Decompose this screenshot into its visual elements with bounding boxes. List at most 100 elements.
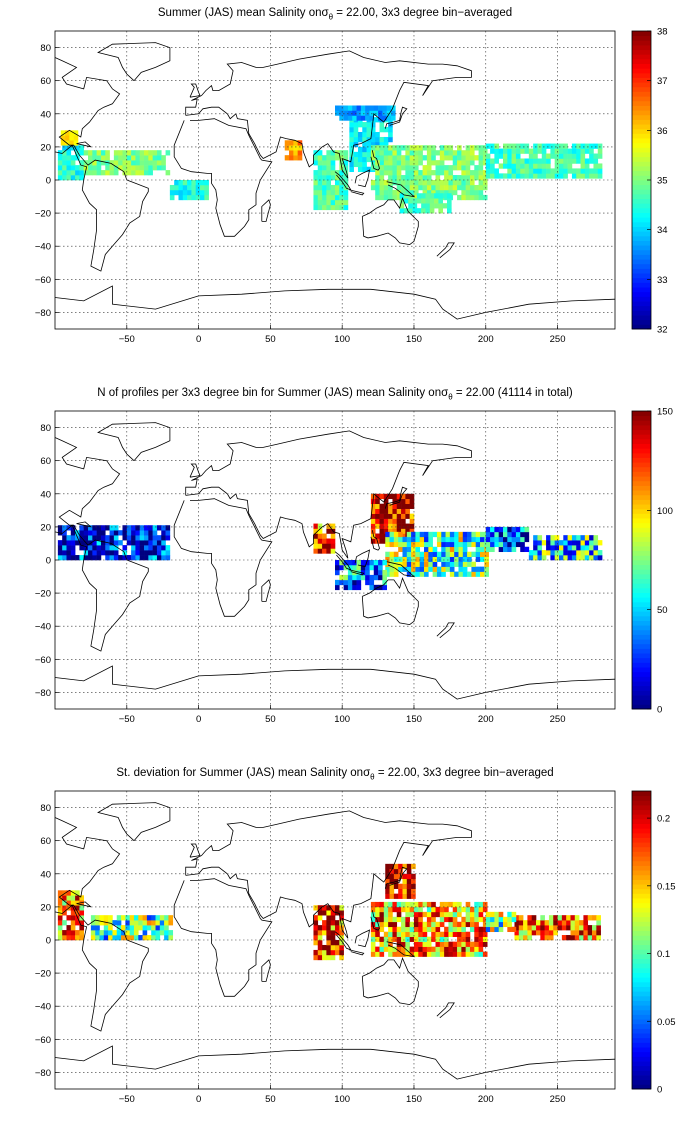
data-cell [382,579,387,586]
data-cell [435,921,441,928]
data-cell [461,926,466,933]
data-cell [442,193,448,199]
data-cell [597,143,603,149]
data-cell [465,916,471,923]
data-cell [411,883,416,889]
data-cell [313,920,319,926]
data-cell [370,538,376,544]
data-cell [553,920,558,926]
data-cell [129,915,135,921]
data-cell [96,550,102,556]
data-cell [474,931,479,937]
data-cell [379,508,385,514]
data-cell [444,916,449,923]
data-cell [490,526,495,533]
data-cell [435,150,441,156]
data-cell [439,906,445,913]
data-cell [478,184,484,191]
colorbar-segment [632,1009,651,1015]
data-cell [574,915,580,921]
data-cell [422,175,428,181]
data-cell [580,148,586,154]
data-cell [343,110,349,116]
data-cell [349,146,354,153]
data-cell [293,155,298,161]
coastline [54,665,616,700]
data-cell [571,143,577,149]
data-cell [365,564,370,571]
colorbar-segment [632,569,651,575]
data-cell [75,910,80,916]
data-cell [533,163,538,169]
data-cell [537,550,543,556]
y-tick-label: −40 [35,622,51,633]
data-cell [317,543,323,549]
data-cell [439,936,445,942]
data-cell [550,168,555,174]
colorbar-segment [632,1047,651,1053]
data-cell [370,180,376,186]
data-cell [515,173,521,179]
data-cell [536,920,541,926]
data-cell [507,153,512,159]
data-cell [313,194,319,201]
data-cell [478,145,484,151]
data-cell [135,525,141,531]
data-cell [448,921,454,928]
colorbar-segment [632,592,651,598]
data-cell [490,541,495,548]
data-cell [563,148,568,154]
data-cell [527,915,533,921]
data-cell [99,935,105,941]
data-cell [393,863,399,870]
data-cell [406,556,412,562]
data-cell [439,180,445,186]
data-cell [159,930,165,936]
data-cell [416,193,422,199]
data-cell [533,148,538,154]
data-cell [462,541,468,548]
panel-title: N of profiles per 3x3 degree bin for Sum… [97,387,573,402]
colorbar-segment [632,550,651,556]
data-cell [574,935,580,941]
data-cell [156,535,162,541]
data-cell [389,551,395,557]
data-cell [457,946,462,952]
data-cell [511,536,517,543]
data-cell [461,194,466,201]
data-cell [375,951,380,957]
colorbar-segment [632,546,651,552]
data-cell [339,949,344,956]
data-cell [326,175,331,181]
data-cell [401,493,406,500]
data-cell [431,926,436,933]
data-cell [392,150,398,156]
data-cell [322,199,327,206]
data-cell [421,208,426,214]
data-cell [580,555,586,561]
data-cell [391,110,396,116]
data-cell [139,555,145,561]
data-cell [383,946,389,952]
data-cell [75,150,80,156]
data-cell [326,954,331,961]
colorbar-segment [632,884,651,890]
data-cell [527,935,533,941]
data-cell [401,926,406,933]
data-cell [62,165,67,171]
data-cell [490,546,495,553]
data-cell [559,168,564,174]
data-cell [520,158,525,164]
colorbar-segment [632,856,651,862]
data-cell [125,920,130,926]
data-cell [422,931,428,937]
data-cell [448,150,454,156]
data-cell [370,931,376,937]
colorbar-segment [632,480,651,486]
data-cell [406,566,412,572]
y-tick-label: −20 [35,209,51,220]
data-cell [457,951,462,957]
x-tick-label: 250 [550,1094,566,1105]
data-cell [88,555,93,561]
data-cell [392,523,398,529]
